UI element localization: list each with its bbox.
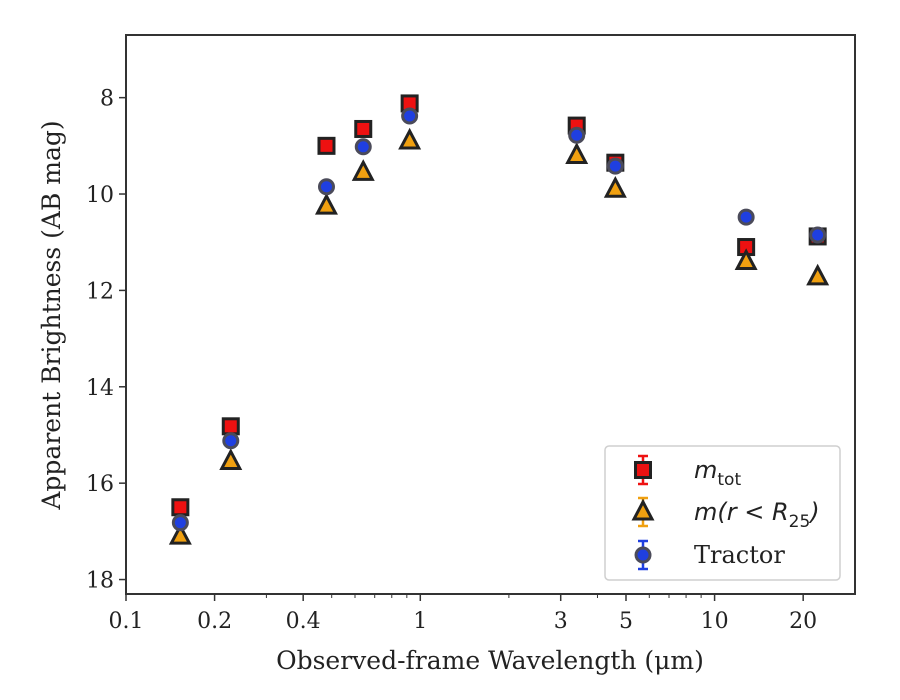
- triangle-data-point: [603, 176, 627, 198]
- y-axis-label: Apparent Brightness (AB mag): [37, 120, 66, 510]
- legend-circle-marker: [634, 546, 652, 564]
- legend-box: [604, 445, 841, 581]
- legend-label: Tractor: [694, 541, 785, 569]
- square-data-point: [221, 417, 240, 436]
- x-tick-label: 10: [701, 609, 729, 634]
- triangle-data-point: [806, 263, 830, 286]
- circle-data-point: [568, 126, 586, 144]
- legend-label: m(r < R25): [694, 498, 820, 532]
- x-tick-label: 20: [789, 609, 817, 634]
- series-triangle: [168, 127, 830, 545]
- circle-data-point: [317, 178, 335, 196]
- legend-label: mtot: [694, 456, 741, 490]
- y-tick-label: 18: [86, 569, 114, 594]
- square-data-point: [171, 498, 190, 517]
- square-data-point: [317, 136, 336, 155]
- circle-data-point: [809, 226, 827, 244]
- series-circle: [171, 107, 827, 532]
- square-data-point: [354, 119, 373, 138]
- triangle-data-point: [734, 248, 758, 270]
- x-tick-label: 0.2: [197, 609, 232, 634]
- circle-data-point: [354, 138, 372, 156]
- circle-data-point: [606, 157, 624, 175]
- triangle-data-point: [565, 142, 589, 164]
- axis-ticks: 0.1 0.2 0.4 1 3 5 10 20 8 10 12 14 16 18: [86, 87, 817, 634]
- x-tick-label: 0.4: [286, 609, 321, 634]
- legend-triangle-marker: [631, 498, 655, 521]
- circle-data-point: [222, 432, 240, 450]
- legend: mtot m(r < R25) Tractor: [604, 445, 841, 581]
- triangle-data-point: [351, 159, 375, 181]
- y-tick-label: 12: [86, 279, 114, 304]
- triangle-data-point: [398, 127, 422, 150]
- data-points: [168, 94, 830, 545]
- x-tick-label: 5: [619, 609, 633, 634]
- circle-data-point: [401, 107, 419, 125]
- circle-data-point: [171, 514, 189, 532]
- y-tick-label: 8: [100, 87, 114, 112]
- y-tick-label: 10: [86, 183, 114, 208]
- y-tick-label: 16: [86, 472, 114, 497]
- triangle-data-point: [219, 448, 243, 470]
- circle-data-point: [737, 208, 755, 226]
- legend-square-marker: [634, 461, 652, 479]
- x-axis-label: Observed-frame Wavelength (μm): [276, 646, 704, 675]
- x-tick-label: 0.1: [109, 609, 144, 634]
- y-tick-label: 14: [86, 376, 114, 401]
- x-tick-label: 1: [413, 609, 427, 634]
- triangle-data-point: [314, 192, 338, 215]
- x-tick-label: 3: [554, 609, 568, 634]
- triangle-data-point: [168, 522, 192, 545]
